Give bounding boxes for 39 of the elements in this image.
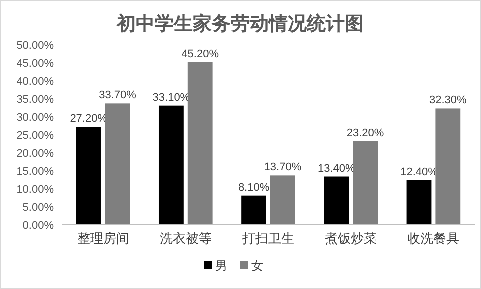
x-tick-label: 打扫卫生 bbox=[242, 231, 294, 246]
y-tick-label: 20.00% bbox=[16, 148, 54, 160]
data-label: 12.40% bbox=[400, 166, 438, 178]
data-label: 33.70% bbox=[99, 90, 137, 102]
bar bbox=[158, 106, 184, 225]
y-tick-label: 40.00% bbox=[16, 76, 54, 88]
bar bbox=[324, 176, 350, 225]
data-label: 13.70% bbox=[264, 162, 302, 174]
chart-title: 初中学生家务劳动情况统计图 bbox=[116, 13, 364, 35]
data-label: 8.10% bbox=[238, 182, 270, 194]
y-tick-label: 10.00% bbox=[16, 184, 54, 196]
bar bbox=[270, 176, 296, 225]
bar bbox=[105, 104, 130, 225]
legend-label: 女 bbox=[252, 259, 264, 273]
data-label: 45.20% bbox=[182, 48, 220, 60]
y-tick-label: 25.00% bbox=[16, 130, 54, 142]
y-tick-label: 30.00% bbox=[16, 112, 54, 124]
bar bbox=[188, 62, 213, 225]
bar bbox=[436, 108, 461, 225]
bar bbox=[353, 141, 378, 225]
y-tick-label: 0.00% bbox=[22, 220, 54, 232]
bar bbox=[242, 196, 266, 225]
data-label: 33.10% bbox=[152, 92, 190, 104]
data-label: 23.20% bbox=[346, 127, 384, 140]
y-tick-label: 15.00% bbox=[16, 166, 54, 178]
y-tick-label: 35.00% bbox=[16, 94, 54, 106]
x-tick-label: 收洗餐具 bbox=[408, 231, 460, 246]
y-tick-label: 50.00% bbox=[16, 40, 54, 52]
bar bbox=[406, 180, 432, 225]
bar bbox=[76, 127, 102, 225]
data-label: 27.20% bbox=[70, 113, 108, 126]
data-label: 32.30% bbox=[430, 94, 468, 107]
data-label: 13.40% bbox=[318, 162, 356, 175]
x-tick-label: 整理房间 bbox=[77, 231, 130, 246]
y-tick-label: 45.00% bbox=[16, 58, 54, 70]
y-tick-label: 5.00% bbox=[22, 202, 54, 214]
legend-label: 男 bbox=[216, 259, 228, 273]
x-tick-label: 洗衣被等 bbox=[160, 231, 212, 246]
x-tick-label: 煮饭炒菜 bbox=[325, 231, 378, 246]
